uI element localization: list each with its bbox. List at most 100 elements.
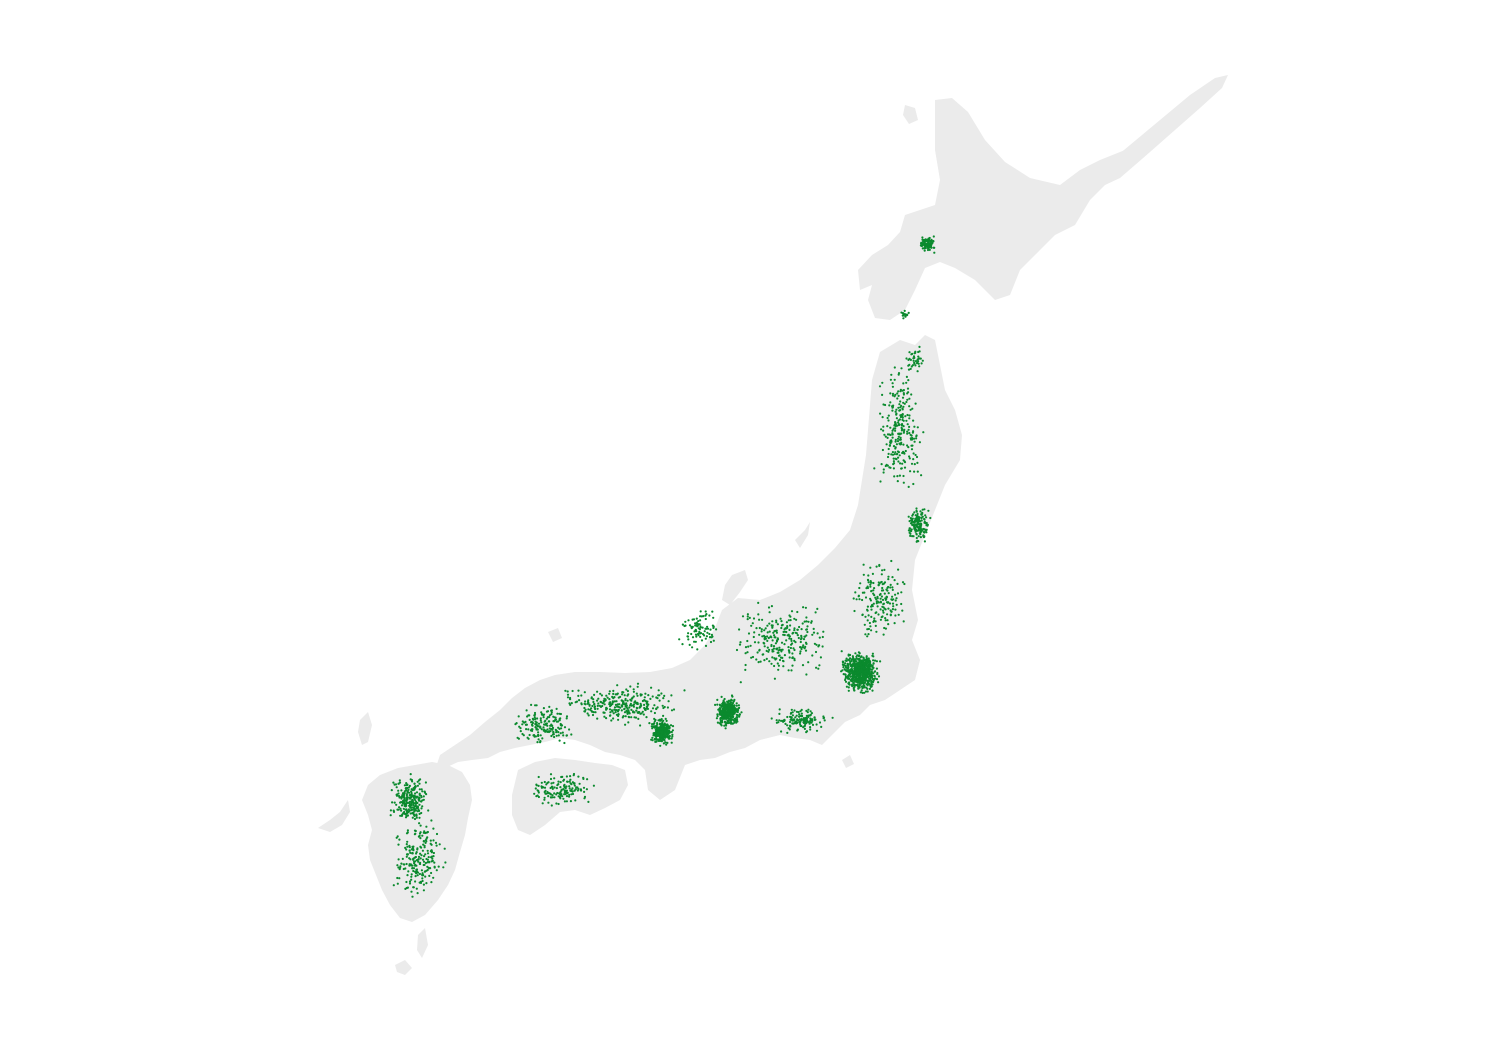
fukuoka-cluster-point: [416, 780, 419, 783]
tokyo-cluster-point: [873, 659, 877, 662]
settlement-point: [881, 605, 884, 608]
settlement-point: [912, 359, 915, 362]
settlement-point: [811, 723, 815, 727]
settlement-point: [870, 590, 873, 593]
settlement-point: [536, 789, 539, 792]
settlement-point: [694, 622, 697, 625]
sendai-cluster-point: [914, 518, 918, 522]
nagoya-cluster-point: [736, 709, 740, 712]
settlement-point: [430, 871, 433, 875]
settlement-point: [801, 714, 804, 718]
settlement-point: [586, 700, 590, 703]
settlement-point: [396, 876, 399, 880]
tokyo-cluster-point: [873, 674, 876, 678]
osaka-cluster-point: [671, 735, 674, 738]
settlement-point: [893, 622, 896, 625]
settlement-point: [528, 733, 531, 737]
settlement-point: [899, 406, 902, 409]
fukuoka-cluster-point: [404, 812, 407, 815]
tokyo-cluster-point: [864, 667, 867, 670]
settlement-point: [704, 617, 707, 621]
settlement-point: [750, 624, 753, 627]
settlement-point: [891, 602, 895, 605]
settlement-point: [405, 862, 408, 866]
settlement-point: [614, 693, 617, 696]
settlement-point: [556, 784, 559, 787]
settlement-point: [858, 598, 861, 601]
tokyo-cluster-point: [872, 672, 875, 675]
settlement-point: [688, 643, 691, 647]
tokyo-cluster-point: [854, 652, 857, 655]
fukuoka-cluster-point: [394, 783, 398, 786]
settlement-point: [412, 845, 415, 848]
settlement-point: [546, 710, 550, 713]
settlement-point: [542, 707, 546, 710]
settlement-point: [758, 618, 761, 621]
tokyo-cluster-point: [858, 679, 861, 682]
fukuoka-cluster-point: [410, 800, 413, 803]
fukuoka-cluster-point: [395, 803, 398, 806]
settlement-point: [691, 646, 694, 649]
settlement-point: [566, 696, 570, 699]
settlement-point: [583, 790, 586, 794]
settlement-point: [881, 598, 885, 602]
tokyo-cluster-point: [859, 675, 862, 678]
fukuoka-cluster-point: [392, 809, 395, 812]
settlement-point: [427, 856, 430, 859]
settlement-point: [536, 741, 539, 744]
settlement-point: [600, 701, 603, 704]
settlement-point: [415, 852, 418, 855]
fukuoka-cluster-point: [402, 794, 405, 797]
settlement-point: [893, 424, 896, 427]
osaka-cluster-point: [666, 741, 669, 745]
settlement-point: [879, 618, 883, 621]
settlement-point: [406, 829, 409, 832]
settlement-point: [417, 855, 421, 859]
settlement-point: [401, 857, 404, 861]
settlement-point: [809, 728, 812, 731]
settlement-point: [816, 607, 819, 611]
tokyo-cluster-point: [874, 677, 877, 680]
settlement-point: [415, 871, 418, 874]
settlement-point: [616, 705, 619, 708]
settlement-point: [897, 390, 900, 393]
fukuoka-cluster-point: [399, 801, 402, 804]
nagoya-cluster-point: [717, 708, 720, 711]
settlement-point: [619, 695, 622, 699]
settlement-point: [907, 368, 911, 371]
tokyo-cluster-point: [870, 670, 873, 673]
settlement-point: [406, 874, 409, 877]
settlement-point: [419, 857, 422, 860]
tokyo-cluster-point: [863, 681, 867, 684]
fukuoka-cluster-point: [418, 788, 421, 791]
settlement-point: [412, 886, 415, 889]
settlement-point: [870, 605, 873, 608]
fukuoka-cluster-point: [411, 816, 414, 819]
settlement-point: [891, 608, 895, 611]
settlement-point: [886, 436, 889, 439]
nagoya-cluster-point: [721, 702, 724, 705]
settlement-point: [612, 697, 615, 700]
settlement-point: [872, 589, 875, 592]
settlement-point: [571, 790, 574, 793]
tokyo-cluster-point: [860, 668, 863, 671]
settlement-point: [693, 630, 696, 633]
settlement-point: [414, 832, 417, 835]
osaka-cluster-point: [662, 742, 666, 745]
tokyo-cluster-point: [867, 671, 871, 674]
settlement-point: [916, 470, 919, 473]
fukuoka-cluster-point: [420, 811, 423, 815]
settlement-point: [438, 843, 441, 846]
settlement-point: [613, 700, 616, 703]
settlement-point: [809, 721, 812, 724]
settlement-point: [806, 711, 809, 714]
settlement-point: [869, 583, 872, 586]
settlement-point: [902, 425, 905, 428]
settlement-point: [909, 470, 912, 473]
nagoya-cluster-point: [725, 724, 728, 727]
settlement-point: [897, 568, 900, 571]
settlement-point: [542, 726, 545, 729]
settlement-point: [818, 664, 821, 667]
settlement-point: [749, 644, 752, 647]
settlement-point: [613, 706, 617, 709]
